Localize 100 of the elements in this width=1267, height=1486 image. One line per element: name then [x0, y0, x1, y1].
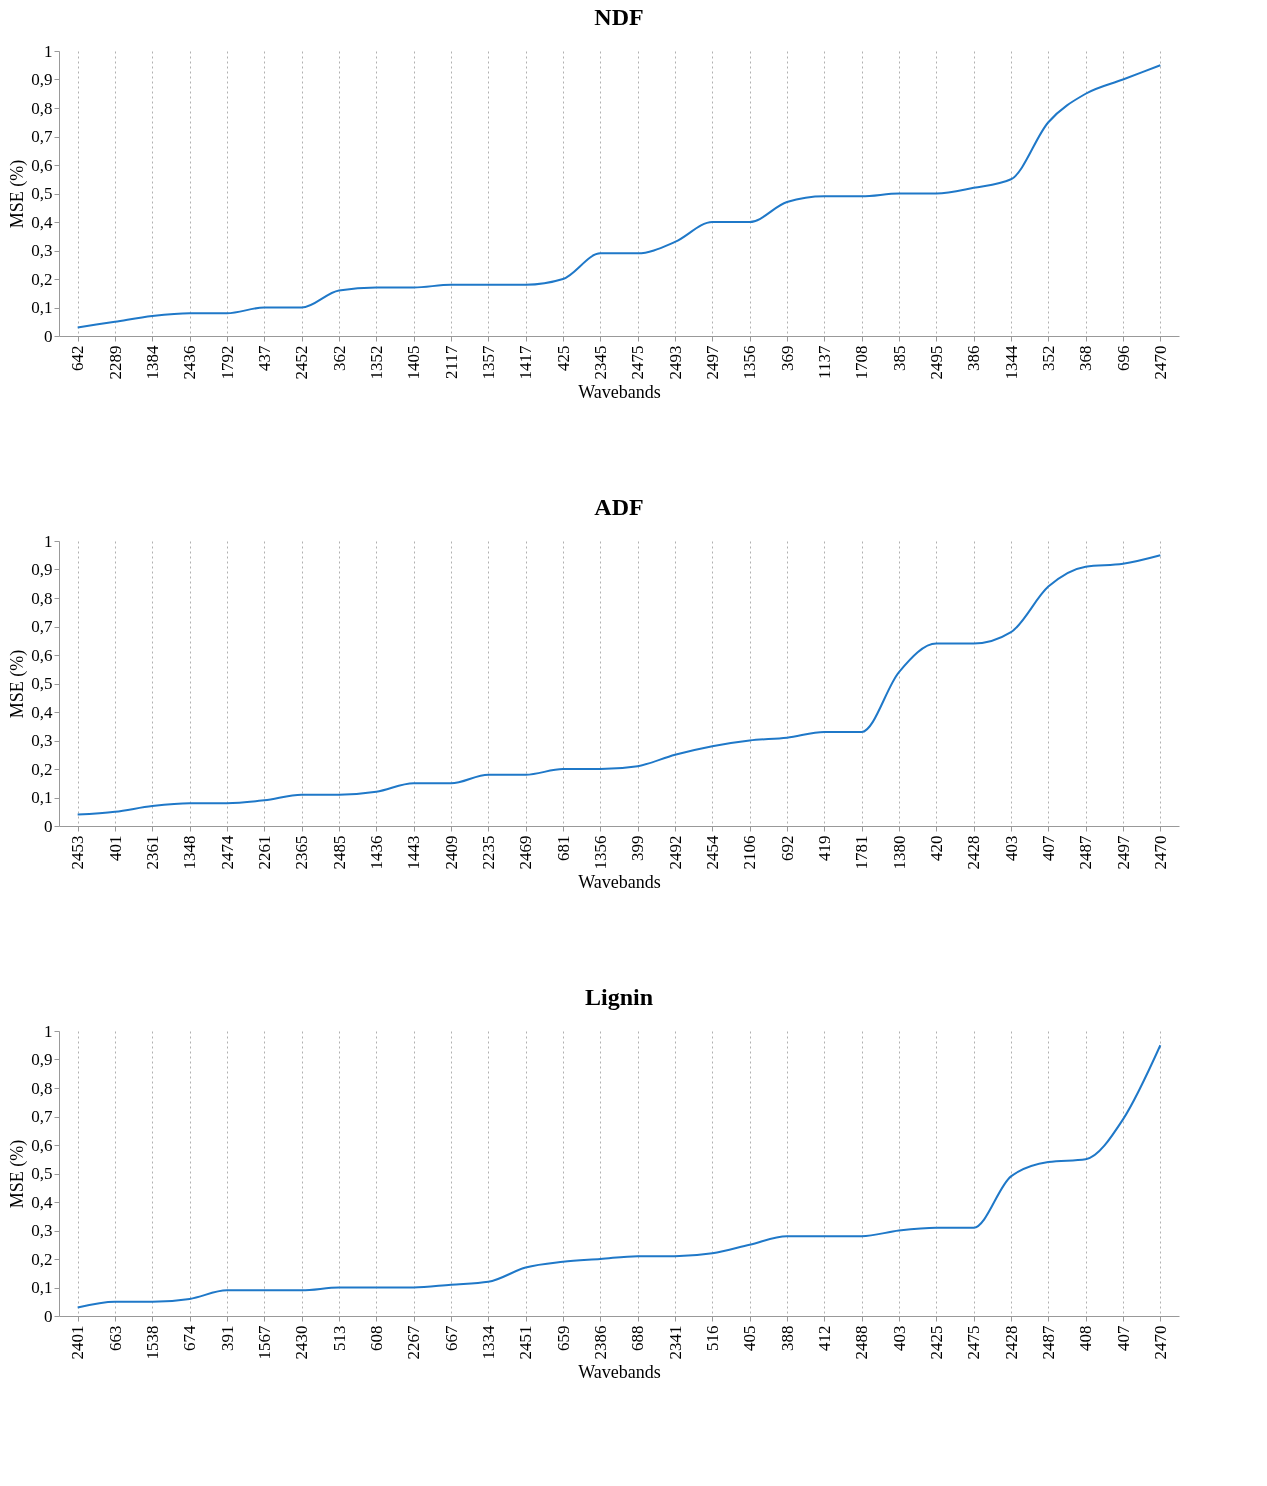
x-tick-label: 667 [441, 1325, 461, 1351]
x-tick-label: 401 [105, 835, 125, 861]
x-tick-label: 2485 [329, 835, 349, 870]
x-tick-label: 2425 [926, 1325, 946, 1360]
y-tick-label: 0,9 [31, 560, 53, 579]
y-tick-label: 1 [44, 531, 53, 551]
x-tick-label: 1357 [478, 345, 498, 380]
x-tick-label: 608 [366, 1325, 386, 1351]
x-tick-label: 386 [964, 345, 984, 371]
x-tick-label: 2261 [254, 835, 274, 870]
y-axis-title: MSE (%) [7, 1139, 29, 1209]
y-tick-label: 0,3 [31, 731, 53, 750]
y-tick-label: 0,9 [31, 1050, 53, 1069]
y-tick-label: 0 [44, 816, 53, 836]
x-tick-label: 2452 [292, 345, 312, 380]
y-tick-label: 0,2 [31, 759, 53, 779]
x-tick-label: 2495 [926, 345, 946, 380]
x-tick-label: 2428 [1001, 1325, 1021, 1360]
x-tick-label: 412 [814, 1325, 834, 1351]
x-tick-label: 2365 [292, 835, 312, 870]
y-tick-label: 1 [44, 1021, 53, 1041]
x-tick-label: 2475 [628, 345, 648, 380]
x-tick-label: 2493 [665, 345, 685, 380]
x-tick-label: 419 [814, 835, 834, 861]
y-tick-label: 0,4 [31, 1192, 53, 1212]
chart-title: NDF [594, 4, 644, 30]
x-tick-label: 1356 [590, 835, 610, 870]
x-axis-title: Wavebands [578, 1361, 661, 1382]
x-tick-label: 2474 [217, 835, 237, 870]
y-axis-title: MSE (%) [7, 649, 29, 719]
x-tick-label: 516 [702, 1325, 722, 1351]
line-series [76, 1044, 1162, 1309]
x-tick-label: 408 [1076, 1325, 1096, 1351]
y-tick-label: 0,8 [31, 588, 53, 608]
x-tick-label: 2497 [1113, 835, 1133, 870]
x-tick-label: 1405 [404, 345, 424, 380]
y-tick-label: 0,7 [31, 617, 53, 636]
x-tick-label: 2409 [441, 835, 461, 870]
y-tick-label: 0,1 [31, 298, 53, 317]
x-tick-label: 1348 [180, 835, 200, 870]
x-tick-label: 407 [1113, 1325, 1133, 1351]
x-tick-label: 692 [777, 835, 797, 861]
x-tick-label: 2497 [702, 345, 722, 380]
x-tick-label: 2401 [68, 1325, 88, 1360]
x-tick-label: 2235 [478, 835, 498, 870]
x-tick-label: 2267 [404, 1325, 424, 1360]
line-series [76, 554, 1162, 816]
y-tick-label: 0,6 [31, 645, 53, 665]
chart-title: Lignin [584, 984, 654, 1010]
x-tick-label: 2341 [665, 1325, 685, 1360]
x-tick-label: 405 [740, 1325, 760, 1351]
x-tick-label: 688 [628, 1325, 648, 1351]
x-tick-label: 1380 [889, 835, 909, 870]
y-tick-label: 0,7 [31, 1107, 53, 1126]
x-tick-label: 2117 [441, 345, 461, 379]
x-tick-label: 663 [105, 1325, 125, 1351]
x-tick-label: 2469 [516, 835, 536, 870]
x-tick-label: 2345 [590, 345, 610, 380]
y-tick-label: 0,7 [31, 127, 53, 146]
y-tick-label: 0,4 [31, 212, 53, 232]
x-tick-label: 1792 [217, 345, 237, 380]
y-tick-label: 0,2 [31, 1249, 53, 1269]
y-tick-label: 0,3 [31, 241, 53, 260]
y-tick-label: 0,9 [31, 70, 53, 89]
y-tick-label: 0,8 [31, 98, 53, 118]
x-tick-label: 2487 [1038, 1325, 1058, 1360]
x-tick-label: 659 [553, 1325, 573, 1351]
x-tick-label: 1781 [852, 835, 872, 870]
x-tick-label: 425 [553, 345, 573, 371]
x-tick-label: 2475 [964, 1325, 984, 1360]
y-tick-label: 0 [44, 1306, 53, 1326]
x-tick-label: 1137 [814, 345, 834, 379]
x-tick-label: 2386 [590, 1325, 610, 1360]
x-tick-label: 2453 [68, 835, 88, 870]
x-tick-label: 2361 [142, 835, 162, 870]
y-axis-title: MSE (%) [7, 159, 29, 229]
y-tick-label: 0,1 [31, 788, 53, 807]
x-tick-label: 1436 [366, 835, 386, 870]
y-tick-label: 0,2 [31, 269, 53, 289]
x-axis-title: Wavebands [578, 871, 661, 892]
x-tick-label: 2289 [105, 345, 125, 380]
x-tick-label: 513 [329, 1325, 349, 1351]
x-tick-label: 1443 [404, 835, 424, 870]
x-tick-label: 368 [1076, 345, 1096, 371]
x-tick-label: 352 [1038, 345, 1058, 371]
x-tick-label: 437 [254, 345, 274, 371]
y-tick-label: 0 [44, 326, 53, 346]
x-tick-label: 1708 [852, 345, 872, 380]
x-tick-label: 1538 [142, 1325, 162, 1360]
x-axis-title: Wavebands [578, 381, 661, 402]
x-tick-label: 403 [1001, 835, 1021, 861]
chart-title: ADF [594, 494, 644, 520]
x-tick-label: 696 [1113, 345, 1133, 371]
y-tick-label: 0,1 [31, 1278, 53, 1297]
y-tick-label: 0,5 [31, 1164, 53, 1183]
x-tick-label: 2106 [740, 835, 760, 870]
y-tick-label: 0,3 [31, 1221, 53, 1240]
x-tick-label: 362 [329, 345, 349, 371]
y-tick-label: 0,8 [31, 1078, 53, 1098]
line-series [76, 64, 1162, 329]
